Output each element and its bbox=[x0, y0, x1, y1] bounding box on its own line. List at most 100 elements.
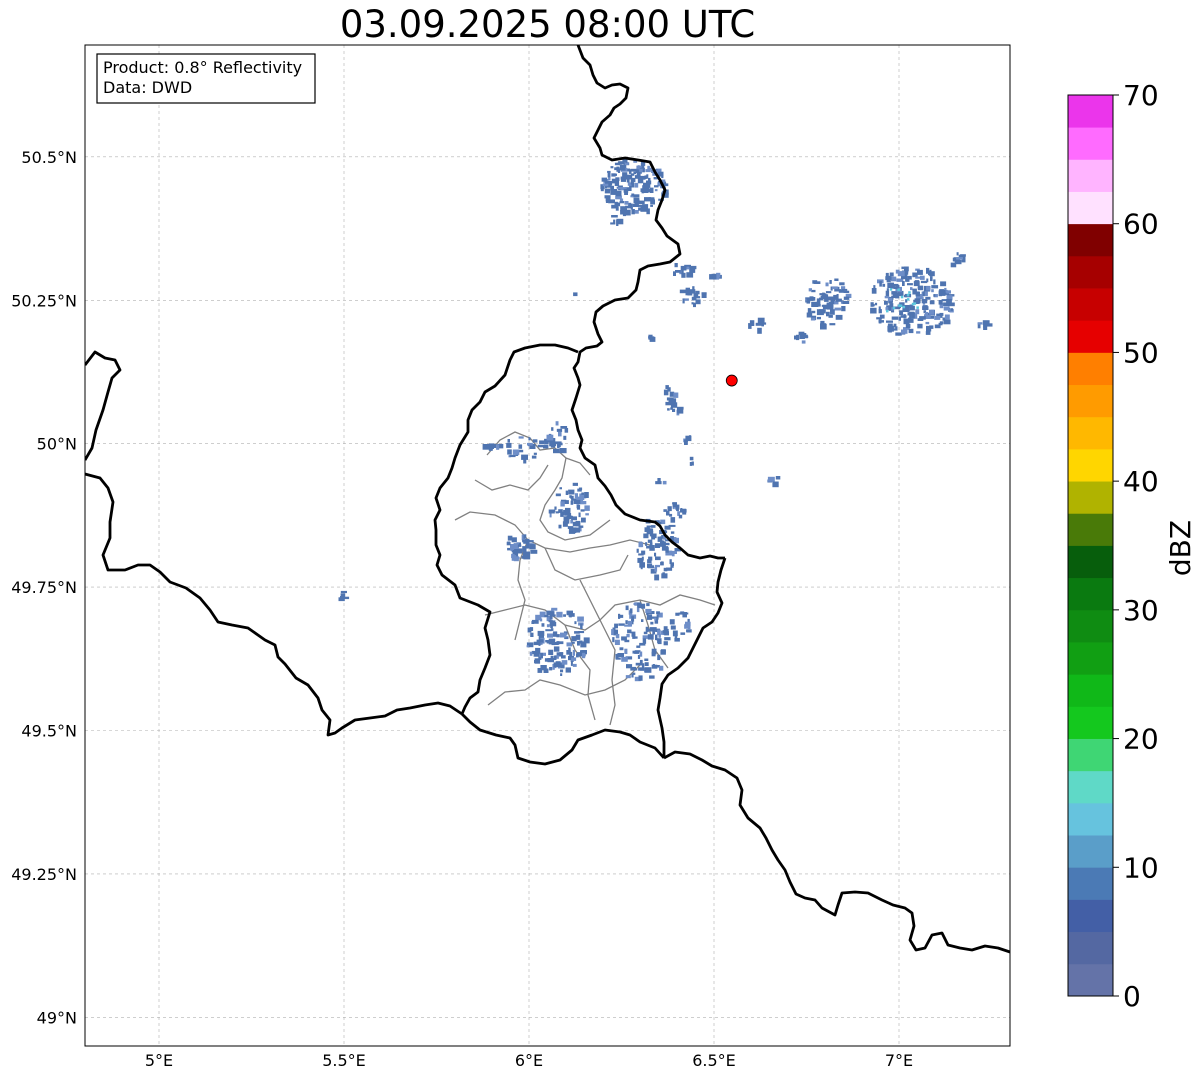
echo-pixel bbox=[646, 528, 652, 535]
x-tick-label: 5°E bbox=[145, 1051, 173, 1070]
echo-pixel bbox=[509, 454, 516, 458]
echo-pixel bbox=[580, 623, 583, 629]
echo-pixel bbox=[830, 309, 835, 315]
echo-pixel bbox=[898, 316, 901, 321]
echo-pixel bbox=[897, 271, 905, 277]
echo-pixel bbox=[628, 169, 632, 174]
echo-pixel bbox=[612, 637, 615, 643]
canton-boundary bbox=[599, 619, 616, 726]
echo-pixel bbox=[657, 171, 664, 177]
echo-pixel bbox=[801, 333, 807, 336]
echo-pixel bbox=[928, 271, 931, 276]
echo-pixel bbox=[634, 175, 640, 179]
echo-pixel bbox=[886, 320, 893, 323]
echo-pixel bbox=[657, 654, 661, 661]
echo-pixel bbox=[908, 328, 914, 334]
echo-pixel bbox=[684, 623, 687, 629]
echo-pixel bbox=[625, 656, 633, 660]
echo-pixel bbox=[903, 318, 910, 325]
echo-pixel bbox=[946, 295, 953, 301]
echo-pixel bbox=[687, 624, 691, 630]
echo-pixel bbox=[870, 302, 874, 307]
echo-pixel bbox=[619, 198, 624, 202]
echo-pixel bbox=[553, 448, 560, 454]
echo-pixel bbox=[891, 295, 898, 298]
echo-pixel bbox=[489, 443, 494, 449]
echo-pixel bbox=[617, 653, 624, 658]
echo-pixel bbox=[648, 197, 654, 200]
echo-pixel bbox=[905, 323, 911, 328]
echo-pixel bbox=[614, 201, 618, 207]
echo-pixel bbox=[566, 610, 573, 616]
echo-pixel bbox=[564, 636, 569, 640]
echo-pixel bbox=[914, 280, 920, 286]
echo-pixel bbox=[624, 639, 630, 643]
echo-pixel bbox=[572, 663, 577, 667]
echo-pixel bbox=[648, 167, 652, 171]
radar-site-marker[interactable] bbox=[725, 374, 738, 387]
echo-pixel bbox=[622, 159, 628, 163]
echo-pixel bbox=[529, 651, 533, 656]
echo-pixel bbox=[556, 634, 560, 638]
echo-pixel bbox=[655, 168, 662, 173]
echo-pixel bbox=[532, 439, 538, 443]
echo-pixel bbox=[615, 653, 619, 659]
echo-pixel bbox=[566, 642, 573, 647]
echo-pixel bbox=[578, 512, 581, 518]
echo-pixel bbox=[610, 185, 614, 191]
echo-pixel bbox=[611, 215, 618, 218]
echo-pixel bbox=[642, 638, 647, 644]
echo-pixel bbox=[638, 177, 644, 184]
echo-pixel bbox=[915, 268, 920, 271]
echo-pixel bbox=[550, 444, 555, 448]
echo-pixel bbox=[693, 292, 699, 298]
echo-pixel bbox=[533, 452, 537, 455]
echo-pixel bbox=[929, 300, 935, 305]
echo-pixel bbox=[631, 673, 634, 678]
echo-pixel bbox=[824, 298, 829, 302]
echo-pixel bbox=[821, 304, 829, 307]
echo-pixel bbox=[664, 631, 669, 636]
echo-pixel bbox=[620, 176, 627, 180]
echo-pixel bbox=[910, 287, 913, 291]
echo-pixel bbox=[672, 502, 677, 508]
echo-pixel bbox=[656, 614, 659, 620]
echo-pixel bbox=[544, 439, 549, 445]
echo-pixel bbox=[581, 517, 586, 523]
echo-pixel bbox=[689, 462, 692, 466]
echo-pixel bbox=[607, 170, 611, 173]
echo-pixel bbox=[917, 285, 924, 291]
radar-echoes bbox=[338, 158, 993, 682]
border-france-belgium bbox=[85, 472, 463, 737]
echo-pixel bbox=[572, 482, 578, 486]
echo-pixel bbox=[601, 177, 608, 182]
echo-pixel bbox=[668, 524, 676, 527]
echo-pixel bbox=[930, 276, 933, 282]
echo-pixel bbox=[943, 302, 949, 306]
echo-pixel bbox=[625, 205, 632, 209]
echo-pixel bbox=[956, 252, 959, 256]
echo-pixel bbox=[578, 631, 585, 634]
echo-pixel bbox=[834, 301, 839, 305]
echo-pixel bbox=[634, 676, 641, 682]
x-tick-label: 5.5°E bbox=[322, 1051, 366, 1070]
echo-pixel bbox=[679, 289, 686, 294]
echo-pixel bbox=[526, 645, 529, 648]
echo-pixel bbox=[669, 559, 672, 565]
echo-pixel bbox=[624, 191, 628, 195]
echo-pixel bbox=[606, 196, 609, 203]
echo-pixel bbox=[632, 634, 636, 639]
echo-pixel bbox=[888, 328, 892, 333]
echo-pixel bbox=[583, 637, 590, 644]
echo-pixel bbox=[611, 173, 616, 177]
echo-pixel bbox=[934, 324, 941, 329]
echo-pixel bbox=[527, 442, 533, 446]
echo-pixel bbox=[796, 334, 800, 341]
echo-pixel bbox=[691, 296, 697, 301]
echo-pixel bbox=[568, 655, 574, 661]
echo-pixel bbox=[560, 511, 564, 517]
echo-pixel bbox=[557, 442, 560, 449]
echo-pixel bbox=[540, 665, 547, 671]
echo-pixel bbox=[661, 546, 669, 551]
